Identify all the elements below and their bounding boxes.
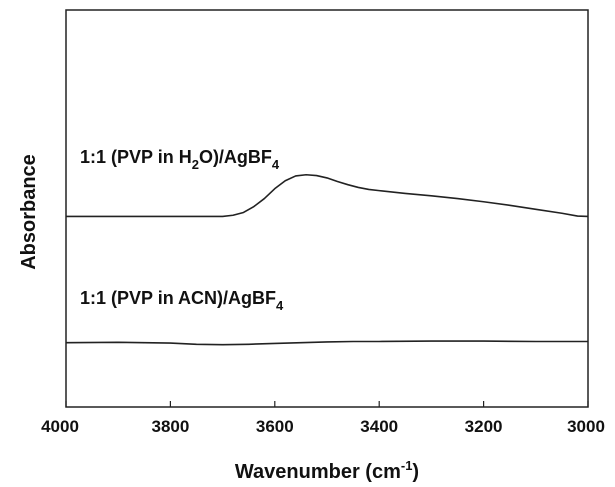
series-line-0 xyxy=(66,173,589,218)
x-axis-tick-labels: 4000 3800 3600 3400 3200 3000 xyxy=(41,417,605,436)
x-tick-label-3600: 3600 xyxy=(256,417,294,436)
series-label-h2o: 1:1 (PVP in H2O)/AgBF4 xyxy=(80,147,280,172)
x-tick-label-3800: 3800 xyxy=(151,417,189,436)
x-tick-label-4000: 4000 xyxy=(41,417,79,436)
x-axis-ticks xyxy=(65,401,589,407)
y-axis-title: Absorbance xyxy=(18,154,40,270)
series-label-acn: 1:1 (PVP in ACN)/AgBF4 xyxy=(80,288,284,313)
x-tick-label-3400: 3400 xyxy=(360,417,398,436)
series-line-1 xyxy=(65,340,588,346)
x-tick-label-3200: 3200 xyxy=(465,417,503,436)
plot-frame xyxy=(65,9,589,408)
spectrum-curves xyxy=(65,173,589,346)
x-axis-title: Wavenumber (cm-1) xyxy=(235,458,419,483)
x-tick-label-3000: 3000 xyxy=(567,417,605,436)
